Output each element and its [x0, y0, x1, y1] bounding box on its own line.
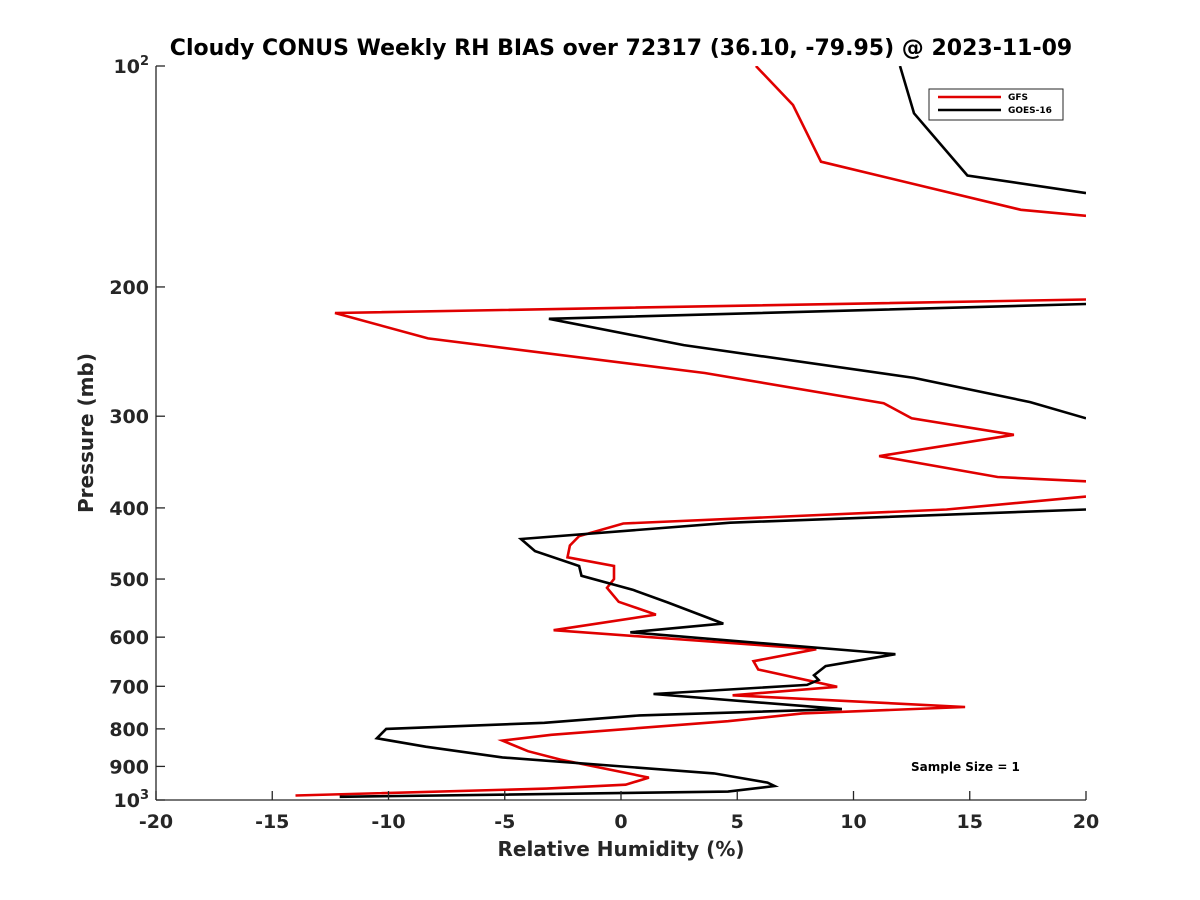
y-tick-label: 600	[109, 627, 149, 649]
series-line-gfs-1	[334, 298, 1086, 483]
legend: GFS GOES-16	[928, 88, 1064, 121]
y-axis-label: Pressure (mb)	[74, 353, 98, 513]
y-tick-group: 102 200 300 400 500 600 700 800 900 103	[109, 54, 165, 812]
series-line-gfs-2	[295, 495, 1086, 797]
legend-gfs-label: GFS	[1008, 93, 1028, 103]
legend-box	[928, 88, 1064, 121]
y-tick-label: 900	[109, 756, 149, 778]
x-tick-label: 5	[731, 811, 744, 833]
x-tick-label: 10	[840, 811, 866, 833]
series-line-goes16-2	[339, 508, 1086, 799]
y-tick-label: 200	[109, 277, 149, 299]
y-tick-label: 103	[114, 788, 150, 812]
y-tick-label: 700	[109, 676, 149, 698]
series-line-goes16-1	[548, 302, 1086, 420]
x-tick-label: -5	[494, 811, 515, 833]
x-axis-label: Relative Humidity (%)	[497, 837, 744, 861]
x-tick-label: -20	[139, 811, 173, 833]
legend-goes16-label: GOES-16	[1008, 106, 1052, 116]
series-line-goes16-0	[898, 66, 1086, 195]
chart-title: Cloudy CONUS Weekly RH BIAS over 72317 (…	[170, 36, 1072, 61]
y-tick-label: 500	[109, 569, 149, 591]
x-tick-label: -15	[255, 811, 289, 833]
y-tick-label: 400	[109, 498, 149, 520]
x-tick-label: 20	[1073, 811, 1099, 833]
y-tick-label: 102	[114, 54, 150, 78]
x-tick-label: 15	[957, 811, 983, 833]
sample-size-note: Sample Size = 1	[911, 760, 1020, 774]
y-tick-label: 800	[109, 719, 149, 741]
series-layer	[295, 66, 1086, 799]
y-tick-label: 300	[109, 406, 149, 428]
x-tick-label: 0	[614, 811, 627, 833]
x-tick-group: -20 -15 -10 -5 0 5 10 15 20	[139, 791, 1099, 833]
series-line-gfs-0	[754, 66, 1086, 218]
x-tick-label: -10	[371, 811, 405, 833]
